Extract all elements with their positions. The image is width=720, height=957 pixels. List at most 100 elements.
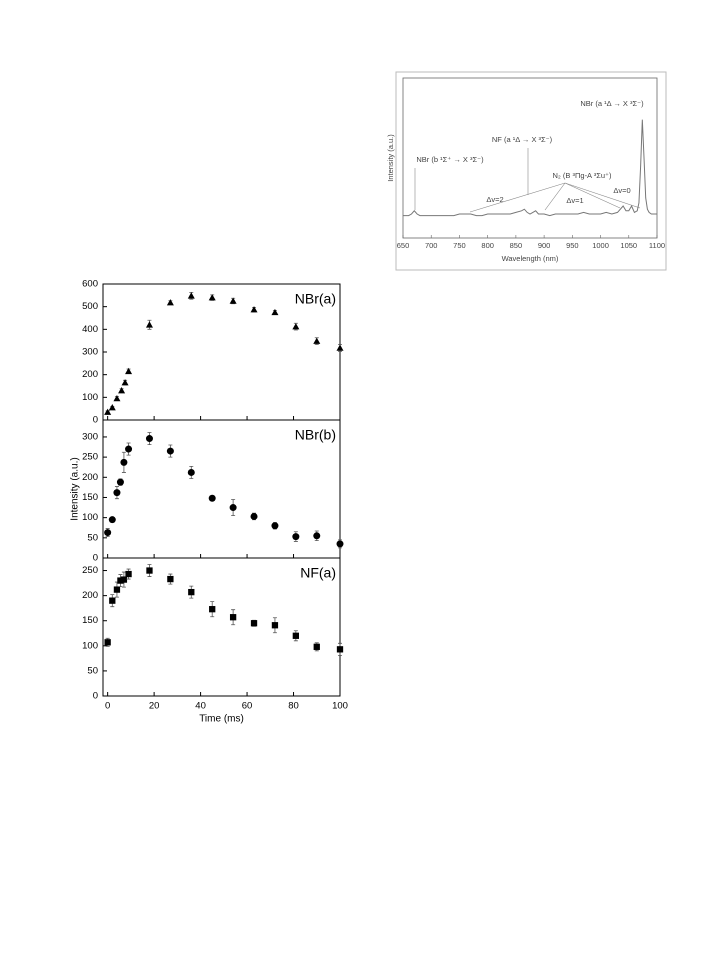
marker [125,570,132,578]
marker [336,344,344,351]
marker [125,445,133,453]
panel-label: NBr(b) [295,427,336,443]
y-tick-label: 150 [82,615,98,626]
annotation: NBr (b ¹Σ⁺ → X ³Σ⁻) [416,155,484,164]
marker [166,447,174,455]
marker [166,299,174,306]
x-tick-label: 1100 [649,241,665,250]
marker [208,294,216,301]
marker [292,632,300,639]
y-tick-label: 300 [82,431,98,442]
y-tick-label: 50 [87,532,98,543]
marker [209,606,216,613]
x-axis-label: Wavelength (nm) [502,254,559,263]
marker [145,321,153,328]
annotation: Δv=2 [486,195,503,204]
y-tick-label: 0 [93,691,98,702]
x-tick-label: 20 [149,701,160,712]
spectrum-figure: 650 700 750 800 850 900 950 1000 1050 1100 Wavelen… [386,71,667,271]
marker [120,576,128,583]
marker [313,337,321,344]
marker [313,532,321,540]
x-tick-label: 750 [453,241,466,250]
y-tick-label: 200 [82,590,98,601]
marker [250,620,258,627]
marker [229,504,237,512]
x-tick-label: 850 [510,241,523,250]
x-tick-label: 40 [195,701,206,712]
annotation: Δv=1 [566,196,583,205]
y-axis-label: Intensity (a.u.) [70,457,81,520]
y-tick-label: 300 [82,347,98,358]
annotation: N₂ (B ³Πg-A ³Σu⁺) [552,171,612,180]
marker [250,306,258,313]
marker [146,567,153,574]
marker [229,297,237,304]
marker [109,597,116,604]
x-tick-label: 900 [538,241,551,250]
marker [187,292,195,299]
marker [120,458,128,466]
x-tick-label: 800 [481,241,494,250]
y-tick-label: 500 [82,301,98,312]
panel: 0 50 100 150 200 250 300 NBr(b) Intensity (a.u.) [70,419,344,564]
marker [229,614,237,621]
marker [145,435,153,443]
arrow [469,182,566,213]
y-tick-label: 200 [82,369,98,380]
marker [313,643,320,650]
marker [250,512,258,520]
marker [104,639,111,646]
y-tick-label: 0 [93,553,98,564]
marker [125,367,133,375]
marker [121,379,129,386]
marker [113,489,121,497]
marker [187,468,195,476]
spectrum-line [403,119,657,217]
y-tick-label: 250 [82,452,98,463]
y-tick-label: 150 [82,492,98,503]
panel-frame [102,283,341,697]
x-tick-label: 1050 [620,241,637,250]
marker [292,323,300,330]
x-tick-label: 700 [425,241,438,250]
y-tick-label: 400 [82,324,98,335]
y-tick-label: 100 [82,640,98,651]
marker [117,577,124,584]
annotation-arrows [414,148,641,213]
marker [271,522,279,530]
panel-label: NF(a) [300,565,336,581]
y-tick-label: 600 [82,279,98,290]
x-tick-label: 100 [332,701,348,712]
y-tick-label: 0 [93,415,98,426]
marker [188,588,195,596]
y-tick-label: 200 [82,472,98,483]
marker [292,533,300,541]
marker [208,494,216,502]
x-tick-label: 60 [242,701,253,712]
annotation: NBr (a ¹Δ → X ³Σ⁻) [580,99,644,108]
x-tick-label: 0 [105,701,110,712]
marker [336,646,344,653]
marker [336,540,344,548]
annotation: Δv=0 [613,186,630,195]
marker [116,478,124,486]
arrow [564,182,621,209]
panel-label: NBr(a) [295,291,336,307]
plot-frame [402,77,658,239]
arrow [544,182,566,211]
y-axis-label: Intensity (a.u.) [386,134,395,182]
marker [104,408,112,415]
x-tick-label: 650 [397,241,410,250]
marker [271,308,279,316]
marker [113,586,121,593]
y-tick-label: 100 [82,392,98,403]
marker [113,394,121,402]
x-tick-label: 80 [288,701,299,712]
marker [118,387,126,394]
marker [167,575,174,583]
marker [108,516,116,524]
marker [104,529,112,537]
